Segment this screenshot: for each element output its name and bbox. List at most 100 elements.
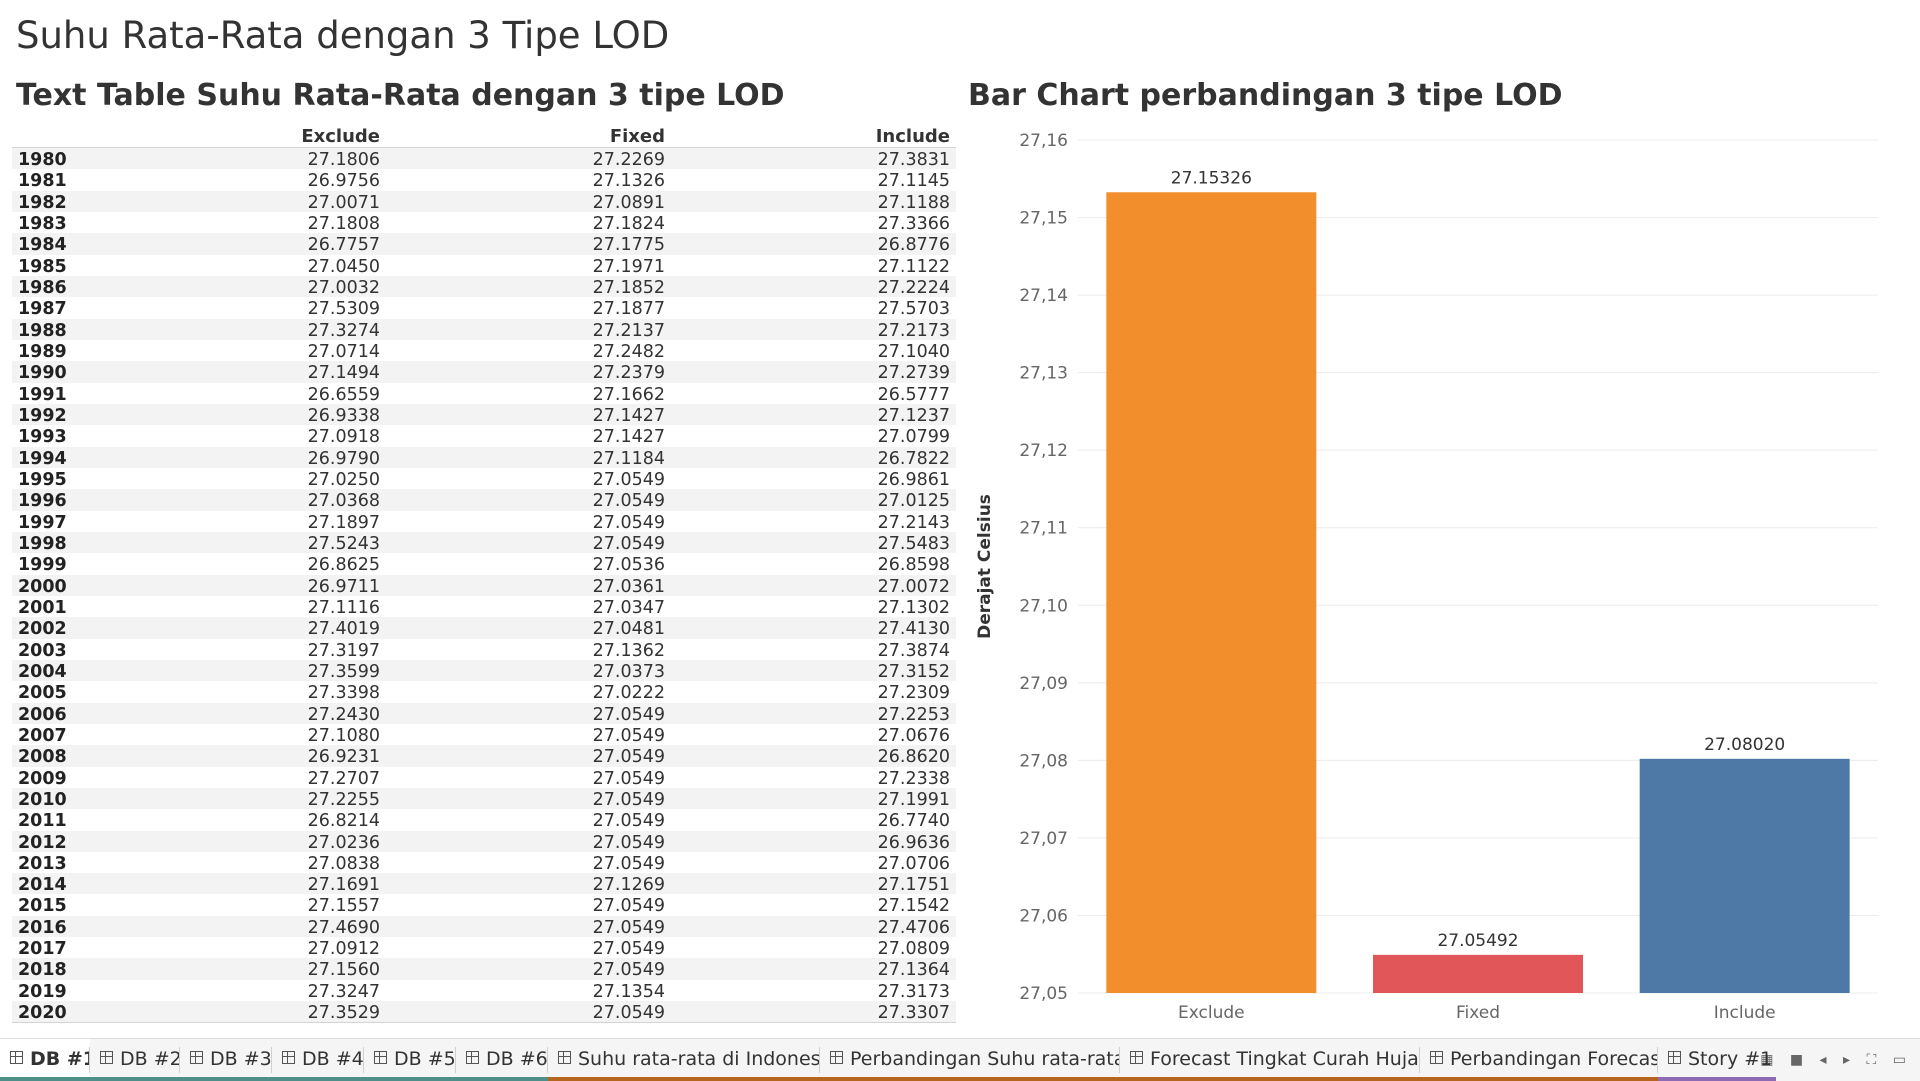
table-row[interactable]: 2001 27.1116 27.0347 27.1302 (12, 596, 956, 618)
sheet-tab[interactable]: DB #6 (456, 1039, 548, 1081)
table-row[interactable]: 1999 26.8625 27.0536 26.8598 (12, 553, 956, 576)
table-cell-include: 27.0706 (877, 853, 950, 874)
table-row[interactable]: 2010 27.2255 27.0549 27.1991 (12, 787, 956, 810)
table-row[interactable]: 2009 27.2707 27.0549 27.2338 (12, 767, 956, 789)
table-cell-fixed: 27.1775 (592, 235, 665, 256)
table-cell-include: 27.0809 (877, 939, 950, 960)
table-cell-include: 27.2224 (877, 277, 950, 298)
table-row[interactable]: 2017 27.0912 27.0549 27.0809 (12, 937, 956, 960)
table-row[interactable]: 2000 26.9711 27.0361 27.0072 (12, 574, 956, 597)
table-row[interactable]: 1988 27.3274 27.2137 27.2173 (12, 318, 956, 341)
table-cell-exclude: 27.3197 (307, 640, 380, 661)
table-row[interactable]: 1981 26.9756 27.1326 27.1145 (12, 169, 956, 191)
table-cell-fixed: 27.0891 (592, 192, 665, 213)
table-row[interactable]: 2008 26.9231 27.0549 26.8620 (12, 745, 956, 767)
sheet-tab-label: DB #4 (302, 1048, 364, 1070)
column-header-fixed[interactable]: Fixed (609, 126, 665, 147)
table-cell-year: 1985 (18, 256, 67, 277)
table-cell-exclude: 27.3274 (307, 320, 380, 341)
table-cell-fixed: 27.0549 (592, 704, 665, 725)
table-cell-fixed: 27.1971 (592, 256, 665, 277)
table-cell-exclude: 26.9790 (307, 448, 380, 469)
table-cell-year: 2013 (18, 853, 67, 874)
table-row[interactable]: 1982 27.0071 27.0891 27.1188 (12, 190, 956, 213)
table-row[interactable]: 2015 27.1557 27.0549 27.1542 (12, 894, 956, 917)
sheet-tab[interactable]: Perbandingan Forecast (1420, 1039, 1658, 1081)
table-cell-fixed: 27.0361 (592, 576, 665, 597)
table-row[interactable]: 1985 27.0450 27.1971 27.1122 (12, 255, 956, 277)
table-row[interactable]: 1992 26.9338 27.1427 27.1237 (12, 403, 956, 426)
table-row[interactable]: 2012 27.0236 27.0549 26.9636 (12, 830, 956, 853)
y-tick-label: 27,08 (1019, 751, 1068, 771)
table-row[interactable]: 1986 27.0032 27.1852 27.2224 (12, 275, 956, 298)
sheet-tab-label: DB #3 (210, 1048, 272, 1070)
table-cell-year: 1999 (18, 555, 67, 576)
y-tick-label: 27,15 (1019, 209, 1068, 229)
table-cell-fixed: 27.0549 (592, 896, 665, 917)
table-cell-fixed: 27.0549 (592, 960, 665, 981)
bar[interactable] (1373, 954, 1583, 993)
table-row[interactable]: 1989 27.0714 27.2482 27.1040 (12, 340, 956, 362)
table-cell-year: 2009 (18, 768, 67, 789)
table-row[interactable]: 1987 27.5309 27.1877 27.5703 (12, 297, 956, 319)
table-row[interactable]: 1980 27.1806 27.2269 27.3831 (12, 148, 956, 170)
table-row[interactable]: 2006 27.2430 27.0549 27.2253 (12, 702, 956, 725)
table-row[interactable]: 2007 27.1080 27.0549 27.0676 (12, 724, 956, 746)
column-header-include[interactable]: Include (875, 126, 950, 147)
y-tick-label: 27,12 (1019, 441, 1068, 461)
table-cell-exclude: 27.0918 (307, 427, 380, 448)
table-cell-fixed: 27.2137 (592, 320, 665, 341)
table-row[interactable]: 1990 27.1494 27.2379 27.2739 (12, 361, 956, 383)
table-row[interactable]: 1991 26.6559 27.1662 26.5777 (12, 383, 956, 405)
sheet-tab[interactable]: Forecast Tingkat Curah Hujan... (1120, 1039, 1420, 1081)
tab-navigation-controls[interactable]: ▦ ■ ◂ ▸ ⛶ ▭ (1760, 1052, 1912, 1068)
bar[interactable] (1639, 758, 1850, 993)
y-tick-label: 27,06 (1019, 906, 1068, 926)
table-row[interactable]: 1983 27.1808 27.1824 27.3366 (12, 212, 956, 234)
table-cell-exclude: 27.0236 (307, 832, 380, 853)
sheet-tab[interactable]: DB #1 (0, 1039, 90, 1081)
sheet-tab[interactable]: DB #4 (272, 1039, 364, 1081)
table-row[interactable]: 2011 26.8214 27.0549 26.7740 (12, 809, 956, 832)
sheet-tab[interactable]: DB #5 (364, 1039, 456, 1081)
table-row[interactable]: 1996 27.0368 27.0549 27.0125 (12, 489, 956, 511)
table-cell-include: 27.1364 (877, 960, 950, 981)
column-header-exclude[interactable]: Exclude (301, 126, 380, 147)
bar[interactable] (1106, 192, 1317, 993)
table-row[interactable]: 1995 27.0250 27.0549 26.9861 (12, 468, 956, 490)
table-row[interactable]: 1984 26.7757 27.1775 26.8776 (12, 233, 956, 256)
bar-chart: 27,05 27,06 27,07 27,08 27,09 27,10 27,11 27,12… (968, 126, 1882, 1026)
sheet-tab[interactable]: Perbandingan Suhu rata-rata ... (820, 1039, 1120, 1081)
table-cell-exclude: 26.7757 (307, 235, 380, 256)
table-row[interactable]: 1994 26.9790 27.1184 26.7822 (12, 446, 956, 469)
table-row[interactable]: 2003 27.3197 27.1362 27.3874 (12, 639, 956, 661)
table-cell-year: 2016 (18, 917, 67, 938)
table-cell-year: 2018 (18, 960, 67, 981)
dashboard-icon (282, 1051, 295, 1064)
table-row[interactable]: 2002 27.4019 27.0481 27.4130 (12, 617, 956, 640)
table-row[interactable]: 2014 27.1691 27.1269 27.1751 (12, 873, 956, 896)
table-cell-exclude: 27.2707 (307, 768, 380, 789)
table-row[interactable]: 1993 27.0918 27.1427 27.0799 (12, 425, 956, 448)
dashboard-icon (558, 1051, 571, 1064)
table-cell-include: 27.1188 (877, 192, 950, 213)
table-row[interactable]: 2004 27.3599 27.0373 27.3152 (12, 659, 956, 682)
table-row[interactable]: 1997 27.1897 27.0549 27.2143 (12, 511, 956, 533)
table-cell-year: 1994 (18, 448, 67, 469)
table-row[interactable]: 2019 27.3247 27.1354 27.3173 (12, 980, 956, 1002)
sheet-tab[interactable]: Story #1 (1658, 1039, 1776, 1081)
table-cell-fixed: 27.0481 (592, 619, 665, 640)
table-cell-include: 27.1751 (877, 875, 950, 896)
table-row[interactable]: 2018 27.1560 27.0549 27.1364 (12, 958, 956, 981)
table-row[interactable]: 2013 27.0838 27.0549 27.0706 (12, 852, 956, 874)
table-row[interactable]: 2016 27.4690 27.0549 27.4706 (12, 915, 956, 938)
table-row[interactable]: 1998 27.5243 27.0549 27.5483 (12, 531, 956, 554)
table-row[interactable]: 2005 27.3398 27.0222 27.2309 (12, 681, 956, 703)
table-cell-exclude: 27.1557 (307, 896, 380, 917)
table-cell-exclude: 26.8214 (307, 811, 380, 832)
sheet-tab[interactable]: Suhu rata-rata di Indonesia (548, 1039, 820, 1081)
sheet-tab[interactable]: DB #3 (180, 1039, 272, 1081)
sheet-tab[interactable]: DB #2 (90, 1039, 180, 1081)
dashboard-icon (830, 1051, 843, 1064)
table-row[interactable]: 2020 27.3529 27.0549 27.3307 (12, 1001, 956, 1023)
